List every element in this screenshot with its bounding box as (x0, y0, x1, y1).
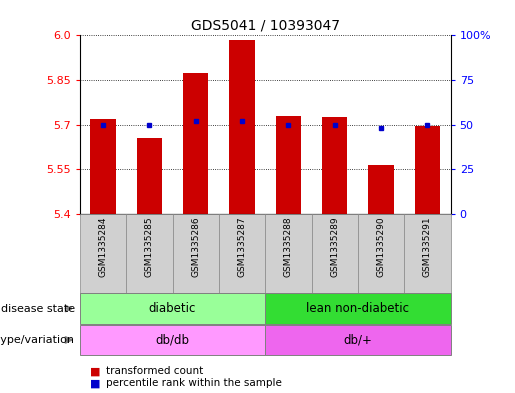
Bar (265, 294, 451, 323)
Bar (219, 214, 265, 293)
Bar (404, 214, 451, 293)
Bar (80, 214, 126, 293)
Text: GSM1335288: GSM1335288 (284, 217, 293, 277)
Bar (322, 118, 348, 214)
Bar (183, 73, 209, 214)
Text: transformed count: transformed count (106, 366, 203, 376)
Bar (276, 116, 301, 214)
Text: GSM1335285: GSM1335285 (145, 217, 154, 277)
Text: GSM1335291: GSM1335291 (423, 217, 432, 277)
Text: GSM1335290: GSM1335290 (376, 217, 386, 277)
Bar (265, 214, 312, 293)
Bar (80, 294, 265, 323)
Text: GSM1335286: GSM1335286 (191, 217, 200, 277)
Text: GSM1335287: GSM1335287 (237, 217, 247, 277)
Bar (126, 214, 173, 293)
Bar (312, 214, 358, 293)
Text: GSM1335284: GSM1335284 (98, 217, 108, 277)
Bar (415, 126, 440, 214)
Text: genotype/variation: genotype/variation (0, 335, 75, 345)
Text: ■: ■ (90, 378, 100, 388)
Bar (229, 40, 255, 214)
Text: diabetic: diabetic (149, 302, 196, 315)
Bar (80, 325, 265, 355)
Text: GSM1335289: GSM1335289 (330, 217, 339, 277)
Bar (358, 214, 404, 293)
Text: ■: ■ (90, 366, 100, 376)
Text: db/db: db/db (156, 333, 190, 347)
Bar (368, 165, 394, 214)
Bar (136, 138, 162, 214)
Text: db/+: db/+ (344, 333, 372, 347)
Title: GDS5041 / 10393047: GDS5041 / 10393047 (191, 19, 340, 33)
Bar (90, 119, 116, 214)
Text: percentile rank within the sample: percentile rank within the sample (106, 378, 282, 388)
Bar (265, 325, 451, 355)
Bar (173, 214, 219, 293)
Text: disease state: disease state (1, 303, 75, 314)
Text: lean non-diabetic: lean non-diabetic (306, 302, 409, 315)
